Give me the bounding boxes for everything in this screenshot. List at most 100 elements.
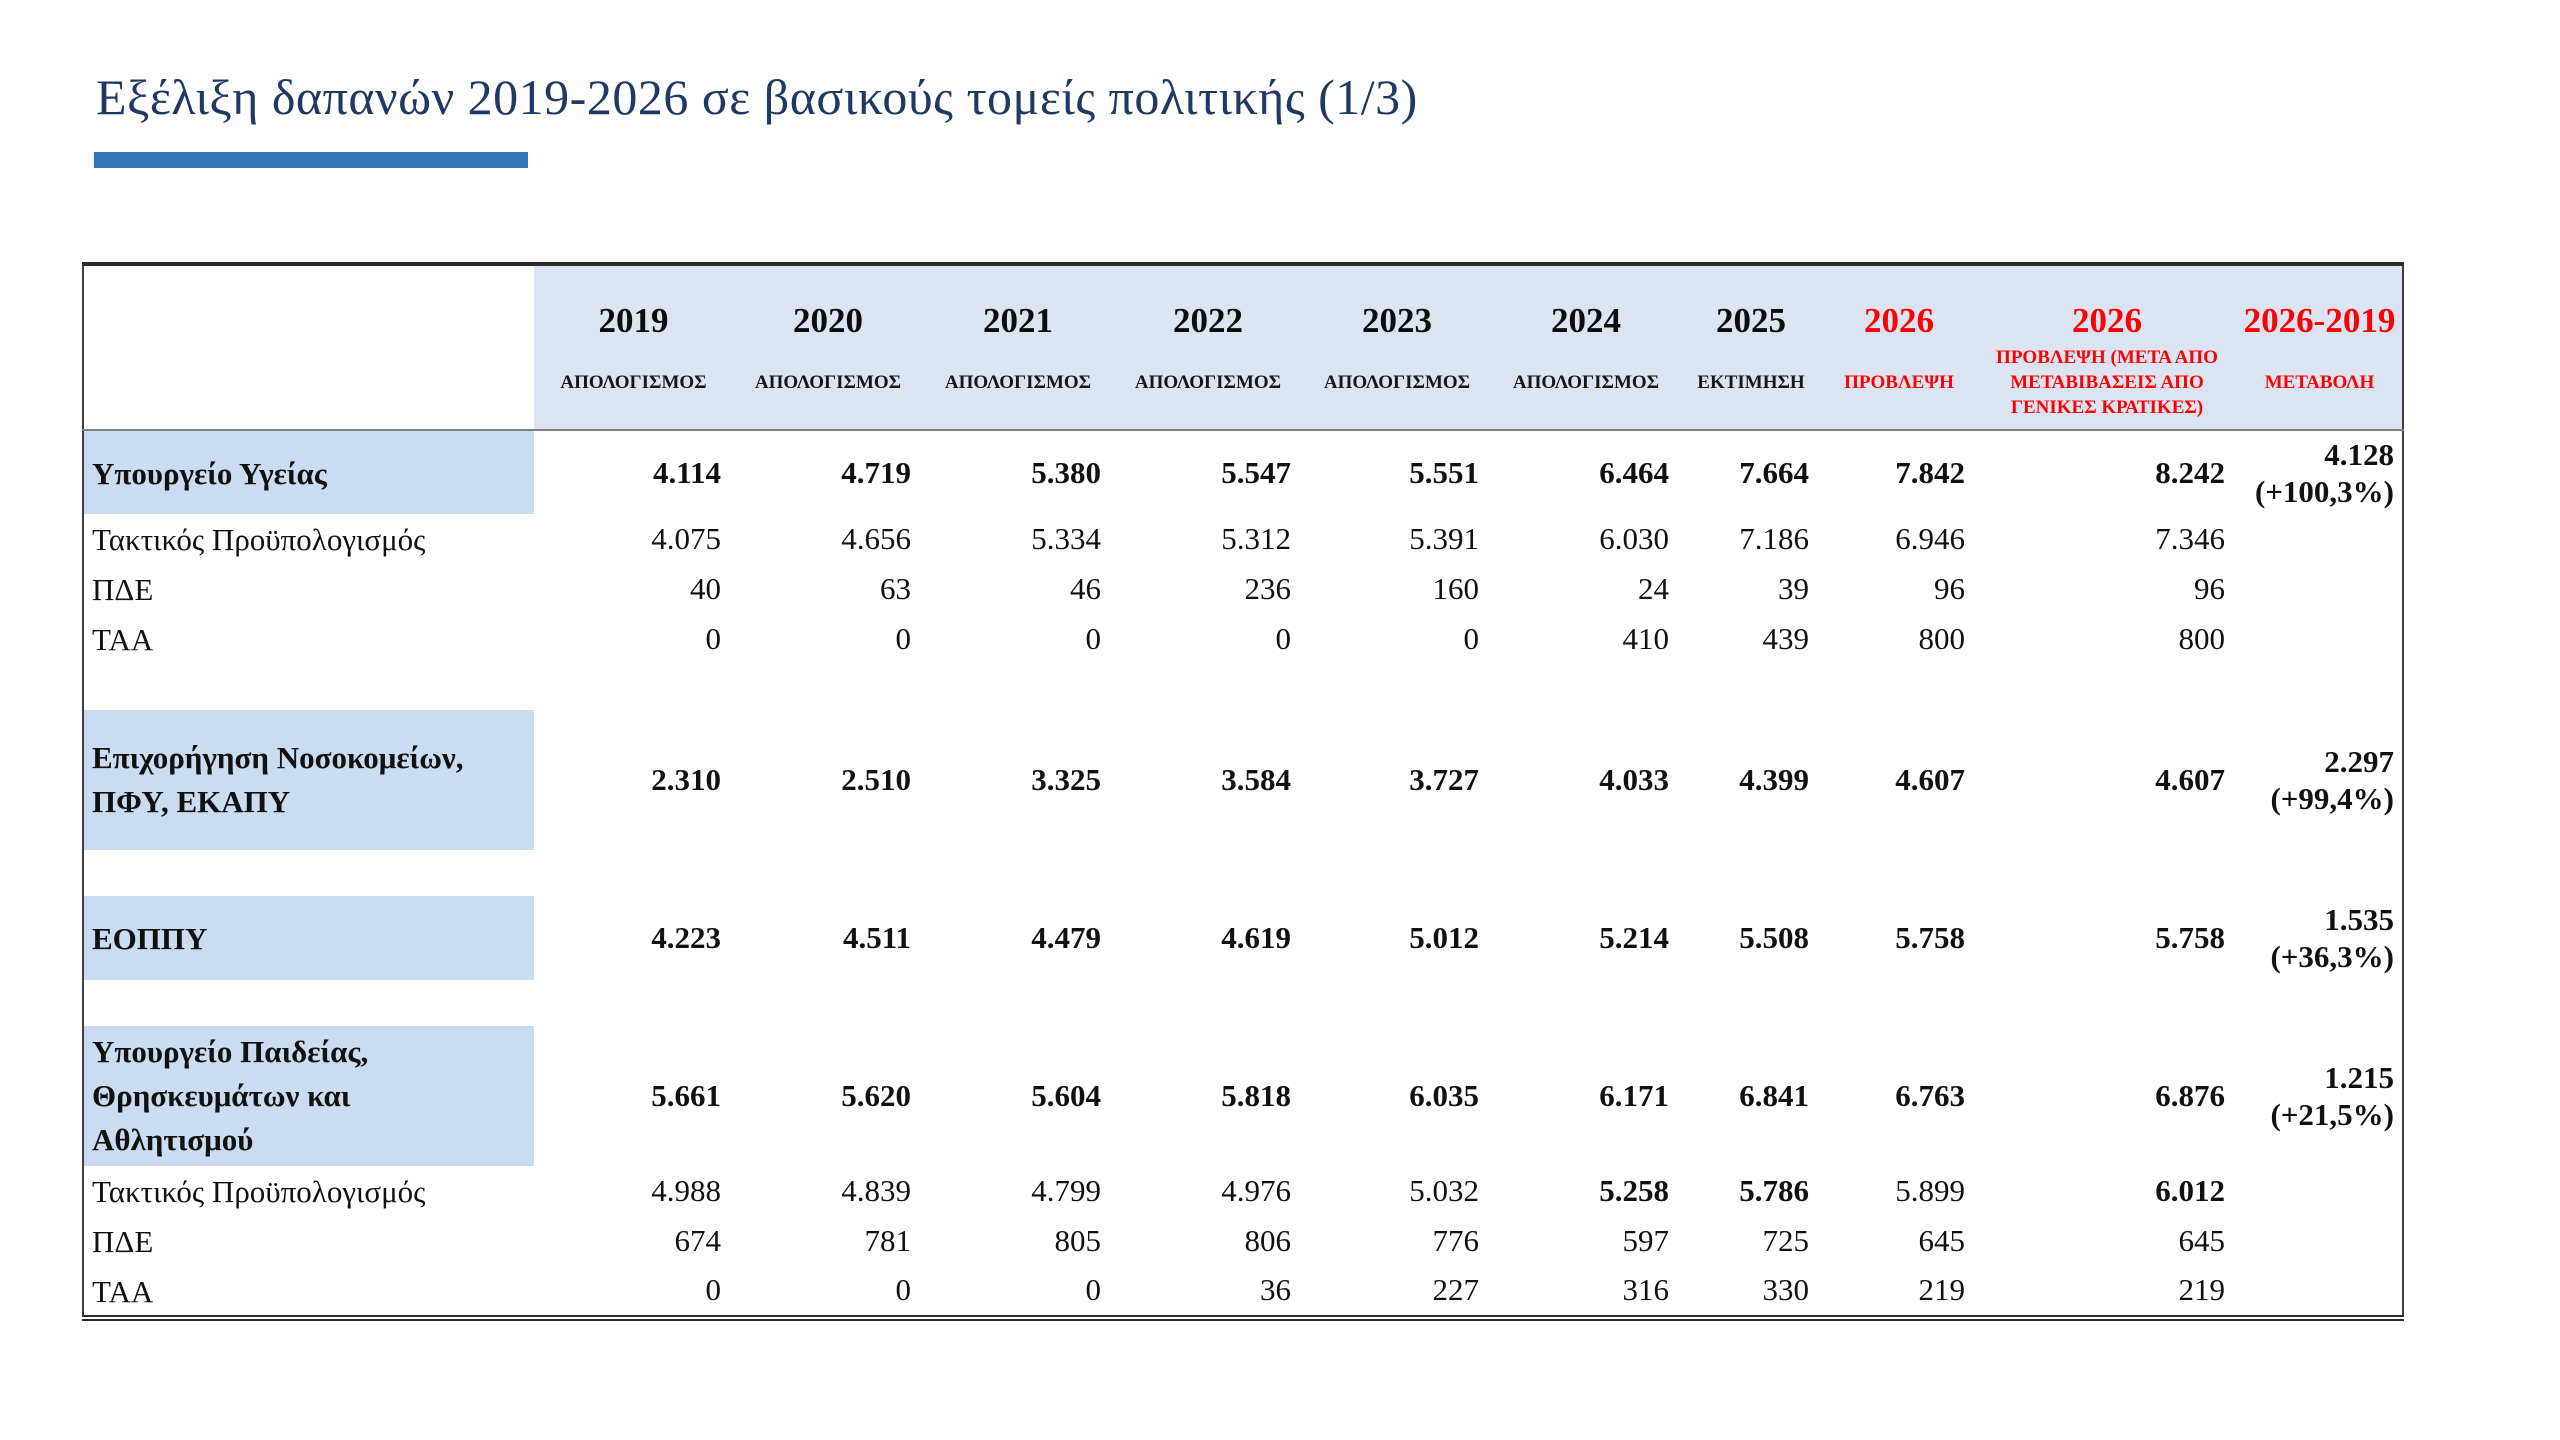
value-cell: 40 <box>690 571 721 606</box>
value-cell: 4.511 <box>842 920 911 955</box>
column-sub-label: ΜΕΤΑΒΟΛΗ <box>2264 371 2375 393</box>
value-cell: 6.012 <box>2155 1173 2225 1208</box>
value-cell: 5.508 <box>1739 920 1809 955</box>
row-label-text: Υπουργείο Παιδείας, Θρησκευμάτων και Αθλ… <box>92 1034 369 1157</box>
value-cell: 3.584 <box>1221 762 1291 797</box>
change-value: 2.297 <box>2324 744 2394 779</box>
col-header-2026-2019-forecast: 2026-2019 ΜΕΤΑΒΟΛΗ <box>2237 264 2403 431</box>
value-cell: 6.841 <box>1739 1078 1809 1113</box>
value-cell: 5.661 <box>651 1078 721 1113</box>
line-item-row: Τακτικός Προϋπολογισμός 4.075 4.656 5.334 5.… <box>83 514 2403 564</box>
value-cell: 781 <box>864 1223 912 1258</box>
change-value: 4.128 <box>2324 436 2394 472</box>
change-cell <box>2237 1166 2403 1216</box>
column-sub-label: ΠΡΟΒΛΕΨΗ (ΜΕΤΑ ΑΠΟ ΜΕΤΑΒΙΒΑΣΕΙΣ ΑΠΟ ΓΕΝΙ… <box>1996 346 2218 419</box>
col-header-2021: 2021 ΑΠΟΛΟΓΙΣΜΟΣ <box>923 264 1113 431</box>
section-row: Επιχορήγηση Νοσοκομείων, ΠΦΥ, ΕΚΑΠΥ 2.310… <box>83 710 2403 850</box>
column-year-label: 2023 <box>1362 301 1432 340</box>
value-cell: 6.035 <box>1409 1078 1479 1113</box>
column-sub-label: ΑΠΟΛΟΓΙΣΜΟΣ <box>754 371 902 393</box>
value-cell: 5.334 <box>1031 521 1101 556</box>
row-label-text: ΠΔΕ <box>92 572 154 608</box>
row-label: ΠΔΕ <box>83 1216 534 1266</box>
col-header-2026-forecast: 2026 ΠΡΟΒΛΕΨΗ (ΜΕΤΑ ΑΠΟ ΜΕΤΑΒΙΒΑΣΕΙΣ ΑΠΟ … <box>1977 264 2237 431</box>
row-label: ΕΟΠΠΥ <box>83 896 534 980</box>
value-cell: 39 <box>1778 571 1809 606</box>
value-cell: 219 <box>2178 1272 2226 1308</box>
value-cell: 7.842 <box>1895 454 1965 490</box>
row-label: ΠΔΕ <box>83 564 534 614</box>
value-cell: 236 <box>1244 571 1292 606</box>
row-label: Τακτικός Προϋπολογισμός <box>83 514 534 564</box>
change-percent: (+99,4%) <box>2270 781 2394 816</box>
column-year-label: 2026 <box>1864 301 1934 340</box>
value-cell: 4.607 <box>1895 762 1965 797</box>
value-cell: 6.946 <box>1895 521 1965 556</box>
value-cell: 96 <box>1934 571 1965 606</box>
value-cell: 597 <box>1622 1223 1670 1258</box>
value-cell: 0 <box>705 621 722 656</box>
row-label-text: ΤΑΑ <box>92 622 154 658</box>
value-cell: 7.346 <box>2155 521 2225 556</box>
value-cell: 4.839 <box>841 1173 911 1208</box>
spacer-cell <box>83 980 2403 1026</box>
value-cell: 800 <box>1918 621 1966 656</box>
value-cell: 439 <box>1762 621 1810 656</box>
value-cell: 0 <box>705 1272 722 1308</box>
value-cell: 4.075 <box>651 521 721 556</box>
change-percent: (+100,3%) <box>2254 473 2394 509</box>
value-cell: 24 <box>1638 571 1669 606</box>
row-label-text: ΠΔΕ <box>92 1224 154 1260</box>
col-header-2024: 2024 ΑΠΟΛΟΓΙΣΜΟΣ <box>1491 264 1681 431</box>
row-label-text: Τακτικός Προϋπολογισμός <box>92 1174 426 1210</box>
value-cell: 5.620 <box>841 1078 911 1113</box>
row-label: Υπουργείο Παιδείας, Θρησκευμάτων και Αθλ… <box>83 1026 534 1166</box>
value-cell: 5.758 <box>1895 920 1965 955</box>
value-cell: 63 <box>880 571 911 606</box>
expenses-table: 2019 ΑΠΟΛΟΓΙΣΜΟΣ 2020 ΑΠΟΛΟΓΙΣΜΟΣ 2021 ΑΠΟΛΟΓ… <box>82 262 2404 1321</box>
col-header-2023: 2023 ΑΠΟΛΟΓΙΣΜΟΣ <box>1303 264 1491 431</box>
spacer-row <box>83 850 2403 896</box>
value-cell: 5.380 <box>1031 454 1101 490</box>
column-year-label: 2019 <box>598 301 669 340</box>
column-sub-label <box>84 338 534 429</box>
change-cell <box>2237 1216 2403 1266</box>
value-cell: 8.242 <box>2155 454 2225 490</box>
change-percent: (+21,5%) <box>2270 1097 2394 1132</box>
change-cell <box>2237 614 2403 664</box>
column-sub-label: ΑΠΟΛΟΓΙΣΜΟΣ <box>1134 371 1282 393</box>
row-label-column-header <box>83 264 534 431</box>
value-cell: 4.223 <box>651 920 721 955</box>
value-cell: 6.464 <box>1599 454 1669 490</box>
row-label: Τακτικός Προϋπολογισμός <box>83 1166 534 1216</box>
spacer-cell <box>83 664 2403 710</box>
column-year-label: 2026-2019 <box>2243 301 2396 340</box>
column-sub-label: ΑΠΟΛΟΓΙΣΜΟΣ <box>944 371 1092 393</box>
value-cell: 5.391 <box>1409 521 1479 556</box>
change-cell: 2.297 (+99,4%) <box>2237 710 2403 850</box>
table-body: Υπουργείο Υγείας 4.114 4.719 5.380 5.547 5.55… <box>83 430 2403 1318</box>
column-sub-label: ΑΠΟΛΟΓΙΣΜΟΣ <box>560 371 707 393</box>
value-cell: 725 <box>1762 1223 1810 1258</box>
value-cell: 0 <box>1085 621 1102 656</box>
value-cell: 5.547 <box>1221 454 1291 490</box>
value-cell: 5.012 <box>1409 920 1479 955</box>
spacer-row <box>83 980 2403 1026</box>
column-year-label: 2020 <box>793 301 863 340</box>
row-label: Υπουργείο Υγείας <box>83 430 534 514</box>
change-cell: 4.128 (+100,3%) <box>2237 430 2403 514</box>
change-cell <box>2237 1266 2403 1318</box>
line-item-row: ΠΔΕ 674 781 805 806 776 597 725 645 645 <box>83 1216 2403 1266</box>
value-cell: 36 <box>1260 1272 1291 1308</box>
value-cell: 6.876 <box>2155 1078 2225 1113</box>
line-item-row: ΤΑΑ 0 0 0 0 0 410 439 800 800 <box>83 614 2403 664</box>
value-cell: 4.114 <box>652 454 721 490</box>
value-cell: 674 <box>674 1223 722 1258</box>
value-cell: 0 <box>895 621 912 656</box>
col-header-2020: 2020 ΑΠΟΛΟΓΙΣΜΟΣ <box>733 264 923 431</box>
value-cell: 0 <box>895 1272 912 1308</box>
value-cell: 4.719 <box>841 454 911 490</box>
value-cell: 316 <box>1622 1272 1670 1308</box>
value-cell: 4.033 <box>1599 762 1669 797</box>
change-percent: (+36,3%) <box>2270 939 2394 974</box>
